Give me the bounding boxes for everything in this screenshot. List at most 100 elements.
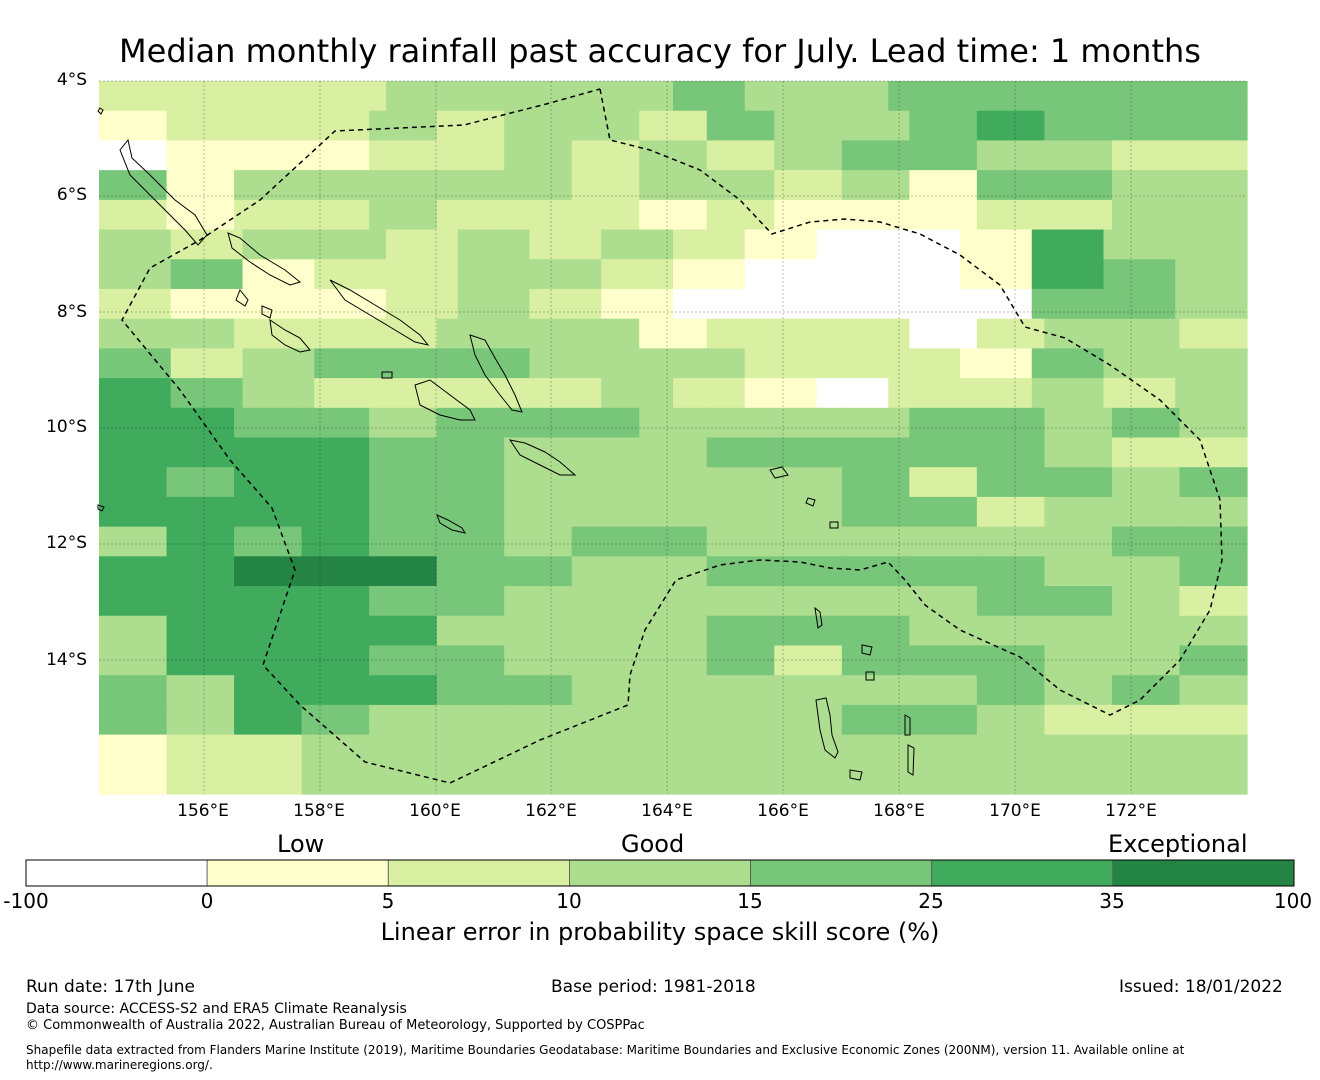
skill-cell (1031, 229, 1105, 260)
skill-cell (99, 81, 172, 112)
skill-cell (242, 259, 315, 290)
skill-cell (529, 288, 602, 320)
skill-cell (166, 764, 235, 795)
colorbar-swatch (750, 859, 933, 887)
skill-cell (504, 734, 573, 765)
skill-cell (706, 586, 775, 617)
skill-cell (976, 615, 1046, 647)
skill-cell (1179, 586, 1248, 617)
skill-cell (841, 734, 910, 765)
skill-cell (457, 259, 531, 290)
lat-label: 6°S (56, 185, 87, 205)
skill-cell (744, 378, 818, 409)
skill-cell (673, 348, 746, 379)
skill-cell (1044, 496, 1113, 528)
skill-cell (369, 734, 438, 765)
skill-cell (706, 199, 775, 231)
skill-cell (369, 704, 438, 736)
skill-cell (1111, 526, 1181, 557)
skill-cell (706, 467, 775, 498)
skill-cell (1179, 407, 1248, 439)
skill-cell (436, 764, 505, 795)
skill-cell (369, 586, 438, 617)
skill-cell (166, 704, 235, 736)
skill-cell (301, 645, 370, 676)
skill-cell (301, 704, 370, 736)
skill-cell (816, 81, 889, 112)
skill-cell (1031, 259, 1105, 290)
skill-cell (1044, 615, 1113, 647)
skill-cell (369, 496, 438, 528)
skill-cell (234, 467, 303, 498)
skill-cell (673, 288, 746, 320)
skill-cell (314, 229, 387, 260)
skill-cell (639, 318, 708, 349)
skill-cell (1111, 407, 1181, 439)
skill-cell (504, 407, 573, 439)
skill-cell (976, 467, 1046, 498)
skill-cell (639, 140, 708, 171)
skill-cell (99, 437, 168, 468)
skill-cell (673, 229, 746, 260)
skill-cell (504, 170, 573, 201)
skill-cell (976, 110, 1046, 142)
skill-cell (170, 288, 244, 320)
skill-cell (1044, 170, 1113, 201)
skill-cell (504, 704, 573, 736)
skill-cell (242, 229, 315, 260)
skill-cell (706, 526, 775, 557)
skill-cell (166, 675, 235, 706)
skill-cell (1111, 734, 1181, 765)
skill-cell (571, 704, 640, 736)
skill-cell (99, 259, 172, 290)
skill-cell (841, 556, 910, 587)
skill-cell (976, 675, 1046, 706)
eez-boundaries (121, 88, 1223, 784)
skill-cell (841, 467, 910, 498)
skill-cell (436, 675, 505, 706)
skill-cell (744, 348, 818, 379)
skill-cell (234, 526, 303, 557)
skill-cell (301, 496, 370, 528)
skill-cell (436, 496, 505, 528)
skill-cell (601, 288, 674, 320)
skill-cell (457, 81, 531, 112)
skill-cell (99, 140, 168, 171)
skill-cell (909, 437, 978, 468)
skill-cell (234, 615, 303, 647)
skill-cell (744, 81, 818, 112)
skill-cell (1179, 437, 1248, 468)
shapefile-credit: Shapefile data extracted from Flanders M… (26, 1043, 1185, 1057)
skill-cell (774, 140, 843, 171)
skill-cell (99, 467, 168, 498)
colorbar-tick: 0 (200, 889, 214, 913)
skill-cell (234, 734, 303, 765)
skill-cell (301, 140, 370, 171)
skill-cell (909, 734, 978, 765)
skill-cell (639, 110, 708, 142)
colorbar-outline (25, 859, 1295, 887)
skill-cell (529, 348, 602, 379)
skill-cell (1111, 318, 1181, 349)
skill-cell (301, 318, 370, 349)
skill-cell (99, 704, 168, 736)
skill-cell (1111, 704, 1181, 736)
skill-cell (960, 348, 1033, 379)
skill-cell (1044, 645, 1113, 676)
lon-label: 168°E (873, 801, 925, 821)
skill-cell (436, 467, 505, 498)
skill-cell (301, 467, 370, 498)
skill-cell (436, 437, 505, 468)
skill-cell (706, 140, 775, 171)
skill-cell (1044, 110, 1113, 142)
skill-cell (436, 140, 505, 171)
skill-cell (234, 675, 303, 706)
skill-cell (1179, 645, 1248, 676)
skill-cell (909, 407, 978, 439)
colorbar-swatch (25, 859, 208, 887)
skill-cell (242, 378, 315, 409)
skill-cell (314, 288, 387, 320)
skill-cell (301, 407, 370, 439)
skill-cell (639, 496, 708, 528)
